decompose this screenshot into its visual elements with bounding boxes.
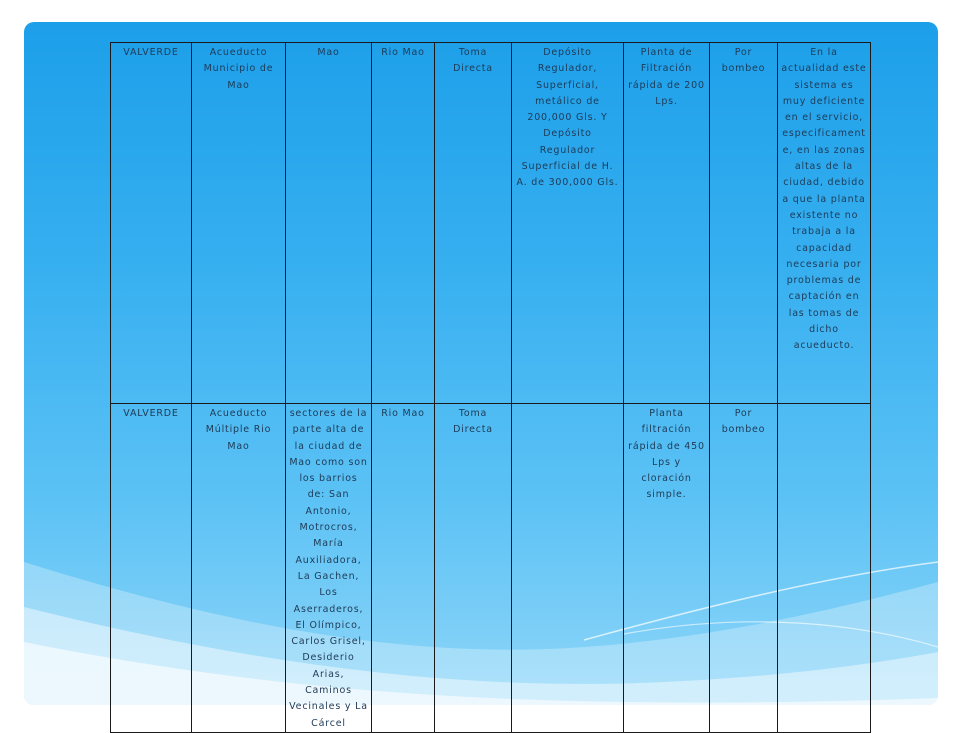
acueducto-cell: Acueducto Municipio de Mao — [191, 42, 286, 404]
table-row: VALVERDE Acueducto Múltiple Rio Mao sect… — [110, 403, 871, 733]
toma-cell: Toma Directa — [434, 403, 512, 733]
sistema-cell: Por bombeo — [709, 403, 778, 733]
deposito-cell: Depósito Regulador, Superficial, metálic… — [511, 42, 624, 404]
table-row: VALVERDE Acueducto Municipio de Mao Mao … — [110, 42, 871, 404]
observaciones-cell: En la actualidad este sistema es muy def… — [777, 42, 871, 404]
fuente-cell: Rio Mao — [371, 403, 435, 733]
provincia-cell: VALVERDE — [110, 42, 192, 404]
toma-cell: Toma Directa — [434, 42, 512, 404]
water-systems-table: VALVERDE Acueducto Municipio de Mao Mao … — [110, 42, 871, 733]
planta-cell: Planta de Filtración rápida de 200 Lps. — [623, 42, 710, 404]
deposito-cell — [511, 403, 624, 733]
provincia-cell: VALVERDE — [110, 403, 192, 733]
acueducto-cell: Acueducto Múltiple Rio Mao — [191, 403, 286, 733]
zona-cell: Mao — [285, 42, 372, 404]
fuente-cell: Rio Mao — [371, 42, 435, 404]
zona-cell: sectores de la parte alta de la ciudad d… — [285, 403, 372, 733]
observaciones-cell — [777, 403, 871, 733]
planta-cell: Planta filtración rápida de 450 Lps y cl… — [623, 403, 710, 733]
sistema-cell: Por bombeo — [709, 42, 778, 404]
